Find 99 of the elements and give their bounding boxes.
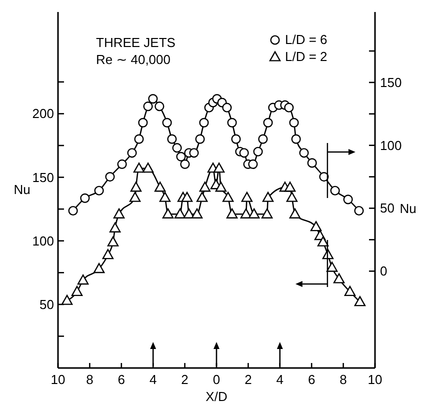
point	[291, 134, 301, 144]
point	[263, 118, 273, 128]
point	[310, 221, 322, 232]
point	[61, 294, 73, 305]
point	[284, 102, 294, 112]
point	[354, 206, 364, 216]
point	[102, 249, 114, 260]
point	[68, 206, 78, 216]
point	[142, 162, 154, 173]
point	[215, 182, 227, 192]
x-tick-label: 6	[118, 372, 126, 387]
point	[189, 148, 199, 158]
point	[154, 182, 166, 192]
point	[227, 118, 237, 128]
point	[167, 134, 177, 144]
point	[343, 194, 353, 204]
annotation: THREE JETS	[96, 35, 176, 50]
point	[176, 152, 186, 162]
y2-axis-title: Nu	[400, 201, 416, 216]
point	[80, 193, 90, 203]
legend-label: L/D = 2	[285, 49, 328, 64]
point	[196, 192, 208, 202]
point	[174, 208, 186, 218]
legend-label: L/D = 6	[285, 32, 328, 47]
point	[239, 148, 249, 158]
point	[113, 208, 125, 218]
point	[195, 134, 205, 144]
point	[148, 94, 158, 104]
point	[284, 182, 296, 192]
point	[333, 273, 345, 284]
point	[231, 134, 241, 144]
point	[289, 208, 301, 218]
point	[107, 236, 119, 246]
point	[117, 159, 127, 170]
x-tick-label: 4	[276, 372, 284, 387]
x-tick-label: 10	[50, 372, 66, 387]
x-tick-label: 10	[368, 372, 382, 387]
x-tick-label: 6	[308, 372, 316, 387]
point	[261, 208, 273, 218]
point	[307, 158, 317, 168]
y-tick-label: 150	[32, 170, 54, 185]
point	[286, 192, 298, 202]
point	[299, 148, 309, 158]
x-tick-label: 2	[181, 372, 188, 387]
point	[127, 148, 137, 158]
y-tick-label: 100	[32, 233, 54, 248]
annotation: Re ∼ 40,000	[96, 52, 170, 67]
point	[199, 118, 209, 128]
point	[317, 236, 329, 246]
point	[105, 172, 115, 182]
y-tick-label: 50	[40, 296, 54, 312]
x-tick-label: 0	[212, 372, 220, 387]
point	[134, 134, 144, 144]
point	[154, 102, 164, 112]
point	[172, 143, 182, 153]
point	[199, 182, 211, 192]
point	[326, 262, 338, 272]
point	[226, 208, 238, 218]
point	[213, 162, 225, 173]
y-tick-label: 200	[32, 106, 54, 122]
point	[159, 192, 171, 202]
x-axis-title: X/D	[206, 389, 228, 404]
point	[258, 134, 268, 144]
point	[262, 192, 274, 202]
point	[71, 286, 83, 296]
point	[138, 118, 148, 128]
point	[253, 146, 263, 156]
point	[248, 159, 258, 170]
point	[222, 102, 232, 112]
point	[109, 222, 121, 232]
point	[222, 192, 234, 202]
point	[133, 162, 145, 173]
x-tick-label: 2	[244, 372, 252, 387]
y2-tick-label: 50	[380, 200, 394, 216]
y2-tick-label: 0	[380, 264, 388, 279]
point	[129, 192, 141, 202]
point	[162, 118, 172, 128]
point	[162, 208, 174, 218]
y2-tick-label: 100	[380, 138, 402, 153]
point	[191, 208, 203, 218]
point	[181, 192, 193, 202]
point	[289, 118, 299, 128]
point	[248, 208, 260, 218]
point	[143, 102, 153, 112]
point	[319, 172, 329, 182]
x-tick-label: 4	[149, 372, 157, 387]
point	[241, 192, 253, 202]
y2-tick-label: 150	[380, 74, 402, 90]
point	[77, 274, 89, 285]
point	[344, 286, 356, 296]
point	[93, 263, 105, 274]
point	[354, 296, 366, 306]
x-tick-label: 8	[86, 372, 94, 387]
point	[180, 159, 190, 170]
point	[130, 182, 142, 192]
y-axis-title: Nu	[14, 182, 30, 197]
point	[94, 186, 104, 196]
point	[330, 186, 340, 196]
x-tick-label: 8	[340, 372, 347, 387]
